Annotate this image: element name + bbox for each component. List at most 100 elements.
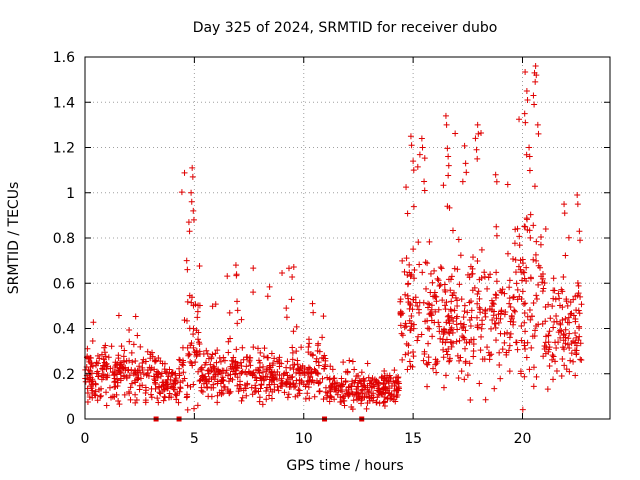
data-point [111, 375, 118, 382]
data-point [160, 387, 167, 394]
data-point [340, 393, 347, 400]
data-point [365, 374, 372, 381]
data-point [127, 396, 134, 403]
data-point [88, 389, 95, 396]
data-point [463, 169, 470, 176]
data-point [497, 287, 504, 294]
data-point [187, 383, 194, 390]
data-point [176, 356, 183, 363]
data-point [286, 374, 293, 381]
data-point [135, 375, 142, 382]
data-point [205, 393, 212, 400]
data-point [464, 309, 471, 316]
x-tick-label: 10 [295, 431, 313, 447]
data-point [403, 340, 410, 347]
data-point [460, 334, 467, 341]
data-point [442, 306, 449, 313]
data-point [185, 352, 192, 359]
data-point [310, 309, 317, 316]
data-point [420, 299, 427, 306]
data-point [132, 391, 139, 398]
data-point [137, 343, 144, 350]
data-point [161, 386, 168, 393]
data-point [148, 391, 155, 398]
data-point [98, 351, 105, 358]
data-point [225, 349, 232, 356]
data-point [450, 318, 457, 325]
data-point [416, 309, 423, 316]
data-point [190, 331, 197, 338]
data-point [451, 265, 458, 272]
data-point [508, 312, 515, 319]
data-point [476, 295, 483, 302]
data-point [382, 384, 389, 391]
data-point [161, 393, 168, 400]
data-point [387, 375, 394, 382]
data-point [563, 298, 570, 305]
data-point [466, 274, 473, 281]
data-point [399, 332, 406, 339]
data-point [381, 402, 388, 409]
data-point [466, 317, 473, 324]
data-point [94, 360, 101, 367]
data-point [243, 392, 250, 399]
data-point [501, 290, 508, 297]
data-point [147, 351, 154, 358]
data-point [201, 361, 208, 368]
data-point [165, 384, 172, 391]
data-point [353, 389, 360, 396]
data-point [197, 365, 204, 372]
data-point [126, 372, 133, 379]
data-point [455, 375, 462, 382]
data-point [561, 210, 568, 217]
data-point [365, 389, 372, 396]
data-point [446, 358, 453, 365]
data-point [549, 356, 556, 363]
data-point [234, 374, 241, 381]
data-point [562, 315, 569, 322]
data-point [506, 277, 513, 284]
data-point [576, 333, 583, 340]
data-point [462, 327, 469, 334]
data-point [578, 301, 585, 308]
data-point [566, 344, 573, 351]
data-point [175, 399, 182, 406]
data-point [105, 354, 112, 361]
y-tick-label: 0 [66, 412, 75, 428]
data-point [255, 357, 262, 364]
y-tick-label: 1.6 [53, 50, 75, 66]
data-point [421, 178, 428, 185]
data-point [308, 370, 315, 377]
data-point [570, 312, 577, 319]
data-point [426, 301, 433, 308]
data-point [276, 354, 283, 361]
data-point [264, 293, 271, 300]
data-point [188, 299, 195, 306]
data-point [558, 373, 565, 380]
data-point [160, 382, 167, 389]
data-point [121, 347, 128, 354]
data-point [220, 383, 227, 390]
data-point [164, 369, 171, 376]
data-point [259, 401, 266, 408]
data-point [506, 368, 513, 375]
data-point [214, 392, 221, 399]
data-point [289, 356, 296, 363]
data-point [434, 275, 441, 282]
data-point [403, 323, 410, 330]
data-point [447, 306, 454, 313]
data-point [522, 69, 529, 76]
data-point [103, 389, 110, 396]
data-point [177, 384, 184, 391]
data-point [539, 279, 546, 286]
data-point [445, 312, 452, 319]
data-point [397, 311, 404, 318]
data-point [266, 362, 273, 369]
data-point [305, 364, 312, 371]
data-point [391, 387, 398, 394]
data-point [502, 308, 509, 315]
data-point [216, 369, 223, 376]
data-point [481, 273, 488, 280]
data-point [555, 339, 562, 346]
data-point [558, 286, 565, 293]
